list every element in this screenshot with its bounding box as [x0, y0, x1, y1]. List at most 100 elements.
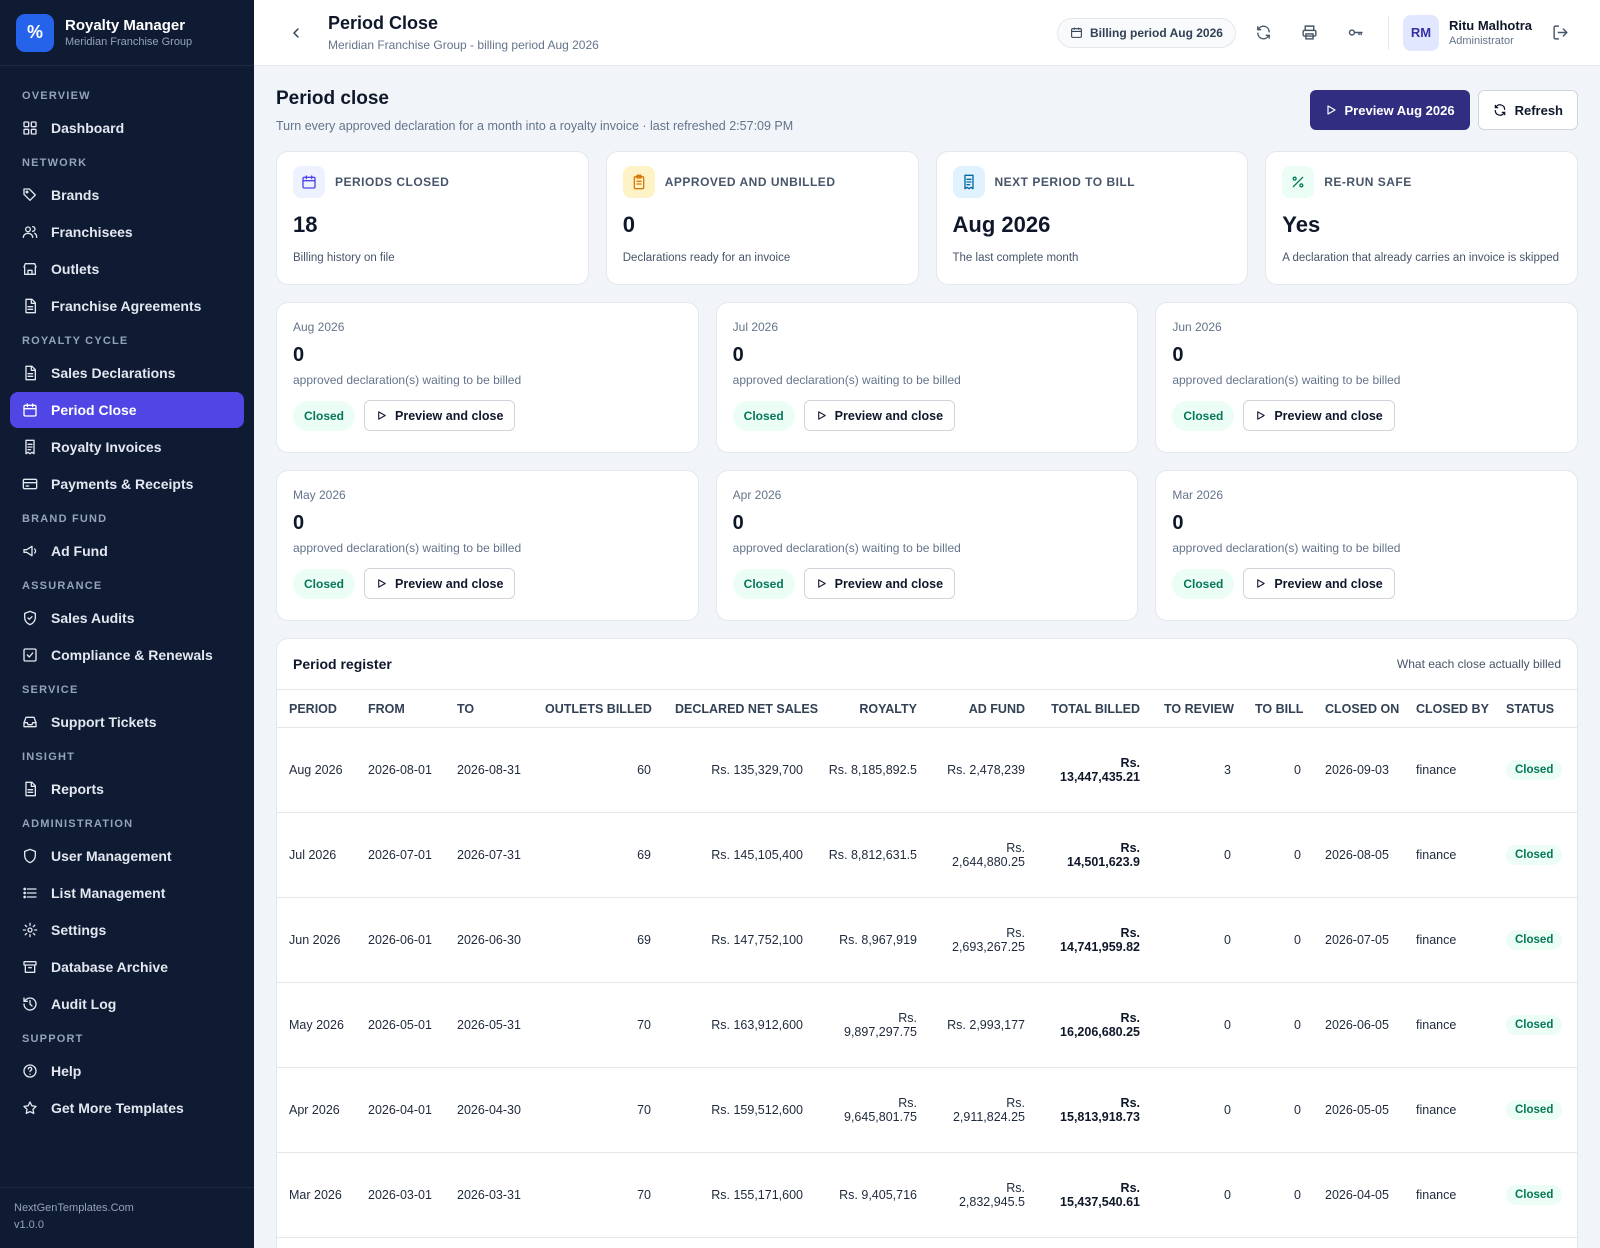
- column-header-total-billed[interactable]: TOTAL BILLED: [1037, 689, 1152, 728]
- period-card: Apr 2026 0 approved declaration(s) waiting…: [715, 470, 1139, 621]
- column-header-outlets-billed[interactable]: OUTLETS BILLED: [533, 689, 663, 728]
- sidebar-item-period-close[interactable]: Period Close: [10, 392, 244, 428]
- preview-and-close-label: Preview and close: [834, 408, 944, 423]
- sidebar-item-help[interactable]: Help: [10, 1053, 244, 1089]
- sidebar-item-compliance-and-renewals[interactable]: Compliance & Renewals: [10, 637, 244, 673]
- stats-row: PERIODS CLOSED 18 Billing history on file A…: [276, 151, 1578, 285]
- column-header-to[interactable]: TO: [445, 689, 533, 728]
- sidebar-item-label: User Management: [51, 848, 172, 864]
- cell-period: Apr 2026: [277, 1067, 356, 1153]
- back-button[interactable]: [278, 15, 314, 51]
- column-header-closed-by[interactable]: CLOSED BY: [1404, 689, 1494, 728]
- stat-icon-box: [952, 166, 985, 198]
- sidebar-item-database-archive[interactable]: Database Archive: [10, 949, 244, 985]
- column-header-closed-on[interactable]: CLOSED ON: [1313, 689, 1404, 728]
- preview-and-close-button[interactable]: Preview and close: [1243, 568, 1395, 599]
- column-header-to-bill[interactable]: TO BILL: [1243, 689, 1313, 728]
- table-row[interactable]: Jun 2026 2026-06-01 2026-06-30 69 Rs. 147,75…: [277, 897, 1577, 983]
- column-header-to-review[interactable]: TO REVIEW: [1152, 689, 1243, 728]
- billing-period-pill[interactable]: Billing period Aug 2026: [1057, 17, 1236, 48]
- sidebar-item-support-tickets[interactable]: Support Tickets: [10, 704, 244, 740]
- play-icon: [817, 579, 826, 588]
- preview-and-close-button[interactable]: Preview and close: [1243, 400, 1395, 431]
- sync-button[interactable]: [1246, 15, 1282, 51]
- sidebar-item-royalty-invoices[interactable]: Royalty Invoices: [10, 429, 244, 465]
- preview-and-close-button[interactable]: Preview and close: [803, 400, 956, 431]
- refresh-label: Refresh: [1514, 102, 1563, 118]
- chevron-left-icon: [293, 27, 299, 38]
- footer-site[interactable]: NextGenTemplates.Com: [14, 1202, 134, 1214]
- column-header-royalty[interactable]: ROYALTY: [815, 689, 929, 728]
- preview-period-button[interactable]: Preview Aug 2026: [1309, 90, 1470, 130]
- period-card-note: approved declaration(s) waiting to be bi…: [732, 373, 961, 387]
- table-row[interactable]: Apr 2026 2026-04-01 2026-04-30 70 Rs. 159,51…: [277, 1067, 1577, 1153]
- table-row[interactable]: Aug 2026 2026-08-01 2026-08-31 60 Rs. 135,32…: [277, 727, 1577, 813]
- sidebar-item-list-management[interactable]: List Management: [10, 875, 244, 911]
- sidebar-item-sales-audits[interactable]: Sales Audits: [10, 600, 244, 636]
- sidebar-item-reports[interactable]: Reports: [10, 771, 244, 807]
- table-row[interactable]: May 2026 2026-05-01 2026-05-31 70 Rs. 163,91…: [277, 982, 1577, 1068]
- sidebar-item-ad-fund[interactable]: Ad Fund: [10, 533, 244, 569]
- period-card-count: 0: [1172, 512, 1184, 534]
- period-card-count: 0: [732, 512, 744, 534]
- document-icon: [25, 781, 36, 797]
- cell-net-sales: Rs. 147,752,100: [663, 897, 815, 983]
- sidebar-item-get-more-templates[interactable]: Get More Templates: [10, 1090, 244, 1126]
- table-row[interactable]: Jul 2026 2026-07-01 2026-07-31 69 Rs. 145,10…: [277, 812, 1577, 898]
- stat-card-periods-closed: PERIODS CLOSED 18 Billing history on file: [276, 151, 589, 285]
- sidebar-item-audit-log[interactable]: Audit Log: [10, 986, 244, 1022]
- sidebar-item-franchise-agreements[interactable]: Franchise Agreements: [10, 288, 244, 324]
- star-icon: [23, 1101, 37, 1115]
- sidebar-item-dashboard[interactable]: Dashboard: [10, 110, 244, 146]
- cell-ad-fund: Rs. 2,911,824.25: [929, 1067, 1037, 1153]
- table-row[interactable]: Mar 2026 2026-03-01 2026-03-31 70 Rs. 155,17…: [277, 1152, 1577, 1238]
- key-icon: [1349, 29, 1364, 36]
- tag-icon: [23, 188, 36, 201]
- document-icon: [25, 298, 36, 314]
- sidebar-item-sales-declarations[interactable]: Sales Declarations: [10, 355, 244, 391]
- column-header-from[interactable]: FROM: [356, 689, 445, 728]
- key-button[interactable]: [1338, 15, 1374, 51]
- clipboard-icon: [633, 174, 645, 190]
- cell-bill: 0: [1243, 897, 1313, 983]
- list-icon: [23, 887, 37, 899]
- period-card-note: approved declaration(s) waiting to be bi…: [1172, 373, 1401, 387]
- column-header-ad-fund[interactable]: AD FUND: [929, 689, 1037, 728]
- column-header-status[interactable]: STATUS: [1494, 689, 1577, 728]
- period-register: Period register What each close actually…: [276, 638, 1578, 1248]
- sidebar-item-brands[interactable]: Brands: [10, 177, 244, 213]
- shield-check-icon: [24, 610, 36, 626]
- sidebar-item-franchisees[interactable]: Franchisees: [10, 214, 244, 250]
- print-button[interactable]: [1292, 15, 1328, 51]
- cell-review: 0: [1152, 812, 1243, 898]
- cell-from: 2026-08-01: [356, 727, 445, 813]
- grid-icon: [23, 121, 37, 135]
- sidebar-item-label: Brands: [51, 187, 100, 203]
- sidebar-item-user-management[interactable]: User Management: [10, 838, 244, 874]
- sidebar-item-label: List Management: [51, 885, 166, 901]
- sidebar-item-outlets[interactable]: Outlets: [10, 251, 244, 287]
- avatar[interactable]: RM: [1402, 14, 1439, 51]
- shield-icon: [24, 848, 36, 864]
- sidebar-item-payments-and-receipts[interactable]: Payments & Receipts: [10, 466, 244, 502]
- preview-and-close-button[interactable]: Preview and close: [803, 568, 956, 599]
- cell-ad-fund: Rs. 2,693,267.25: [929, 897, 1037, 983]
- stat-note: A declaration that already carries an in…: [1282, 252, 1560, 264]
- cell-outlets: 69: [533, 897, 663, 983]
- column-header-period[interactable]: PERIOD: [277, 689, 356, 728]
- nav-section-royalty-cycle: ROYALTY CYCLE: [22, 335, 129, 347]
- stat-value: 18: [293, 212, 318, 237]
- cell-period: Aug 2026: [277, 727, 356, 813]
- refresh-button[interactable]: Refresh: [1477, 90, 1578, 130]
- preview-and-close-button[interactable]: Preview and close: [364, 400, 516, 431]
- preview-and-close-button[interactable]: Preview and close: [364, 568, 516, 599]
- user-info[interactable]: Ritu Malhotra Administrator: [1449, 18, 1532, 47]
- sidebar-item-settings[interactable]: Settings: [10, 912, 244, 948]
- calendar-icon: [23, 403, 37, 417]
- brand-header[interactable]: % Royalty Manager Meridian Franchise Gro…: [0, 0, 254, 66]
- status-badge: Closed: [1172, 400, 1235, 431]
- column-header-declared-net-sales[interactable]: DECLARED NET SALES: [663, 689, 818, 728]
- logout-button[interactable]: [1542, 15, 1578, 51]
- stat-note: Billing history on file: [293, 252, 395, 264]
- footer-version: v1.0.0: [14, 1219, 44, 1231]
